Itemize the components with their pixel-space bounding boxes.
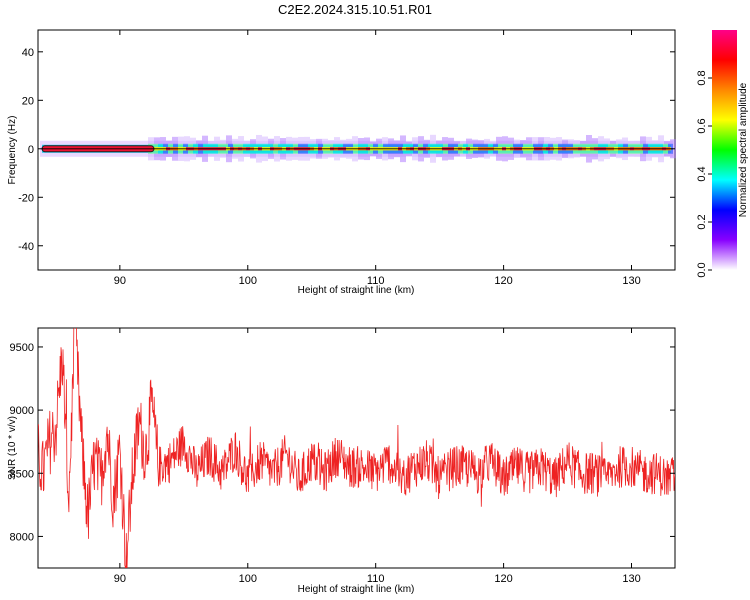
colorbar: 0.0 0.2 0.4 0.6 0.8 Normalized spectral ampl… (696, 30, 749, 278)
colorbar-label: Normalized spectral amplitude (738, 82, 749, 217)
colorbar-tick-label: 0.4 (696, 166, 708, 181)
snr-y-tick-label: 9000 (10, 405, 34, 417)
colorbar-ticks: 0.0 0.2 0.4 0.6 0.8 (696, 70, 712, 278)
spectrogram-y-label: Frequency (Hz) (7, 116, 18, 185)
spectrogram-y-tick-label: 20 (22, 95, 34, 107)
snr-y-label: SNR (10 * v/v) (7, 416, 18, 480)
snr-x-tick-label: 90 (114, 573, 126, 585)
snr-y-tick-label: 8000 (10, 531, 34, 543)
spectrogram-x-tick-label: 120 (494, 275, 512, 287)
colorbar-tick-label: 0.2 (696, 214, 708, 229)
snr-x-tick-label: 120 (494, 573, 512, 585)
colorbar-tick-label: 0.8 (696, 70, 708, 85)
spectrogram-y-tick-label: -20 (18, 192, 34, 204)
spectrogram-x-tick-label: 100 (239, 275, 257, 287)
snr-x-tick-label: 100 (239, 573, 257, 585)
snr-y-tick-label: 9500 (10, 342, 34, 354)
snr-x-label: Height of straight line (km) (298, 584, 415, 595)
colorbar-tick-label: 0.6 (696, 118, 708, 133)
spectrogram-heatmap (40, 134, 676, 163)
colorbar-tick-label: 0.0 (696, 262, 708, 277)
snr-panel: 90 100 110 120 130 8000 8500 9000 9500 Height o… (7, 327, 676, 595)
colorbar-gradient (712, 30, 737, 270)
spectrogram-panel: 90 100 110 120 130 -40 -20 0 20 40 Height of str… (7, 29, 676, 296)
spectrogram-y-tick-label: 40 (22, 47, 34, 59)
snr-y-ticks: 8000 8500 9000 9500 (10, 342, 675, 543)
snr-y-tick-label: 8500 (10, 468, 34, 480)
spectrogram-y-tick-label: 0 (28, 144, 34, 156)
snr-plot-area (37, 327, 676, 569)
spectrogram-x-tick-label: 90 (114, 275, 126, 287)
spectrogram-y-ticks: -40 -20 0 20 40 (18, 47, 675, 253)
spectrogram-x-tick-label: 130 (622, 275, 640, 287)
snr-series-line (38, 328, 675, 568)
spectrogram-x-ticks: 90 100 110 120 130 (114, 30, 641, 287)
snr-x-tick-label: 110 (367, 573, 385, 585)
spectrogram-x-label: Height of straight line (km) (298, 285, 415, 296)
spectrogram-x-tick-label: 110 (367, 275, 385, 287)
chart-title: C2E2.2024.315.10.51.R01 (278, 2, 432, 17)
spectrogram-y-tick-label: -40 (18, 241, 34, 253)
snr-x-tick-label: 130 (622, 573, 640, 585)
snr-x-ticks: 90 100 110 120 130 (114, 328, 641, 585)
